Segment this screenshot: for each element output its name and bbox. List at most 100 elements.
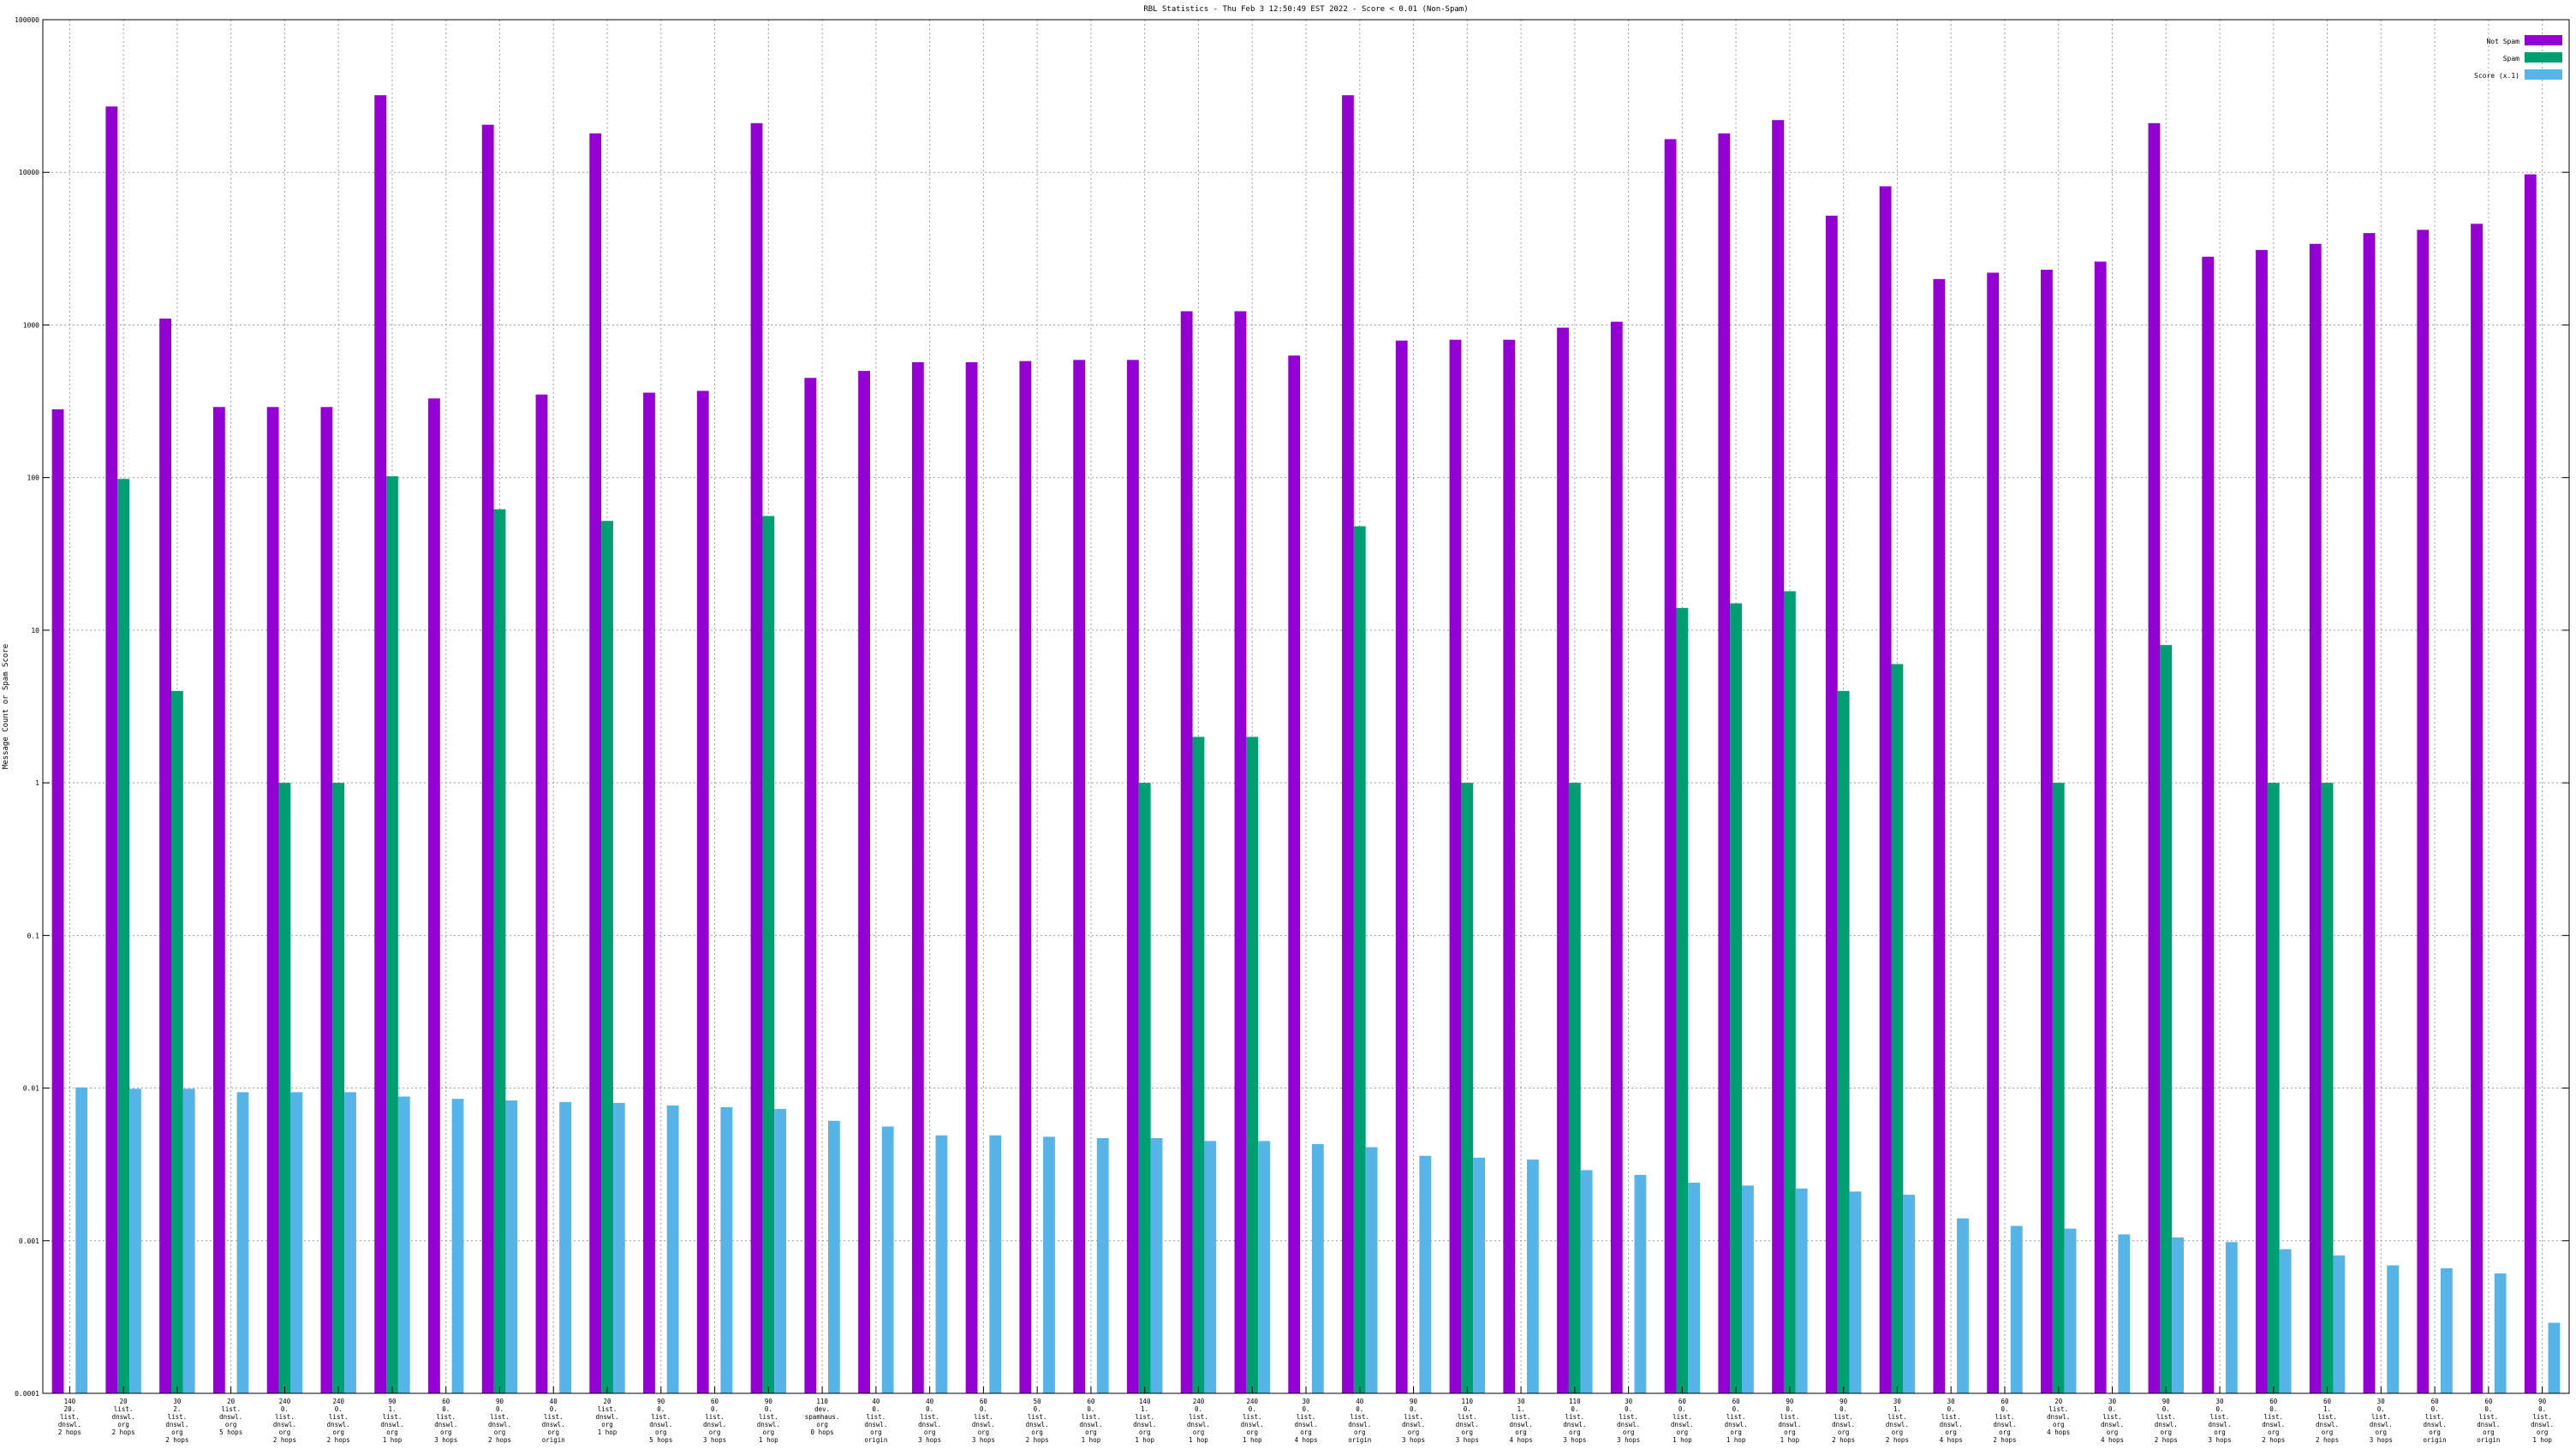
bar-not-spam	[2041, 269, 2053, 1393]
bar-not-spam	[911, 361, 924, 1393]
bar-not-spam	[51, 408, 64, 1394]
chart-title: RBL Statistics - Thu Feb 3 12:50:49 EST …	[1143, 5, 1468, 14]
bar-score-x-1	[1419, 1155, 1432, 1393]
x-tick-label: 90 0. list. dnswl. org 1 hop	[757, 1398, 780, 1444]
bar-not-spam	[1288, 355, 1301, 1393]
y-tick-label: 1000	[23, 321, 39, 329]
x-tick-label: 60 0. list. dnswl. org 3 hops	[972, 1398, 995, 1444]
axis-ticks: 0.0001 0.001 0.01 0.1 1 10 100 1000 10000 100000	[15, 16, 2569, 1398]
x-tick-label: 60 0. list. dnswl. org origin	[2424, 1398, 2447, 1444]
y-tick-label: 0.001	[19, 1237, 39, 1245]
bar-spam	[1138, 783, 1151, 1393]
bar-spam	[762, 516, 775, 1393]
x-tick-label: 40 0. list. dnswl. org origin	[1348, 1398, 1371, 1444]
bar-score-x-1	[1957, 1218, 1969, 1393]
bar-not-spam	[2256, 249, 2268, 1394]
bar-not-spam	[2309, 243, 2322, 1393]
bar-score-x-1	[666, 1105, 679, 1393]
x-tick-label: 60 0. list. dnswl. org 3 hops	[434, 1398, 457, 1444]
x-tick-label: 30 0. list. dnswl. org 4 hops	[1940, 1398, 1963, 1444]
bar-spam	[278, 783, 291, 1393]
bar-not-spam	[1879, 186, 1892, 1393]
bar-not-spam	[1503, 339, 1516, 1394]
bar-score-x-1	[1258, 1141, 1270, 1393]
bar-spam	[1568, 783, 1581, 1393]
bar-score-x-1	[1688, 1183, 1701, 1393]
bar-score-x-1	[612, 1102, 625, 1393]
bar-score-x-1	[2118, 1234, 2131, 1393]
bar-not-spam	[643, 392, 655, 1393]
bar-spam	[1783, 591, 1796, 1393]
x-tick-label: 90 1. list. dnswl. org 1 hop	[380, 1398, 403, 1444]
x-tick-label: 40 0. list. dnswl. org origin	[542, 1398, 565, 1444]
bar-not-spam	[965, 361, 978, 1393]
y-tick-label: 100	[27, 474, 40, 482]
x-tick-label: 30 0. list. dnswl. org 3 hops	[2208, 1398, 2231, 1444]
x-tick-label: 240 0. list. dnswl. org 1 hop	[1187, 1398, 1210, 1444]
bar-spam	[2267, 783, 2280, 1393]
x-tick-label: 40 0. list. dnswl. org 3 hops	[918, 1398, 941, 1444]
bar-score-x-1	[1096, 1137, 1109, 1393]
bar-not-spam	[266, 407, 279, 1393]
bar-not-spam	[105, 106, 118, 1393]
x-tick-label: 240 0. list. dnswl. org 2 hops	[327, 1398, 350, 1444]
legend-label: Score (x.1)	[2474, 72, 2519, 80]
bar-not-spam	[1126, 360, 1139, 1394]
x-tick-label: 30 1. list. dnswl. org 4 hops	[1510, 1398, 1533, 1444]
bar-not-spam	[1610, 321, 1623, 1394]
x-tick-label: 20 list. dnswl. org 2 hops	[112, 1398, 135, 1436]
bar-spam	[1461, 783, 1474, 1393]
x-axis-labels: 140 20. list. dnswl. 2 hops 20 list. dnswl. org 2…	[58, 1398, 2554, 1444]
bar-spam	[601, 521, 613, 1393]
bar-spam	[1891, 664, 1904, 1393]
bar-score-x-1	[935, 1135, 948, 1393]
bar-score-x-1	[75, 1087, 88, 1393]
bar-not-spam	[1825, 215, 1838, 1394]
x-tick-label: 30 0. list. dnswl. org 4 hops	[1294, 1398, 1317, 1444]
bar-score-x-1	[559, 1101, 571, 1393]
bar-not-spam	[1234, 311, 1247, 1393]
bar-not-spam	[481, 124, 494, 1393]
bar-score-x-1	[2387, 1265, 2400, 1393]
bar-score-x-1	[1742, 1185, 1754, 1393]
bar-not-spam	[1449, 339, 1462, 1394]
bar-score-x-1	[1365, 1147, 1378, 1393]
x-tick-label: 140 1. list. dnswl. org 1 hop	[1133, 1398, 1156, 1444]
bars	[51, 95, 2561, 1394]
y-tick-label: 1	[35, 779, 39, 787]
x-tick-label: 60 0. list. dnswl. org 1 hop	[1725, 1398, 1748, 1444]
x-tick-label: 90 0. list. dnswl. org 2 hops	[488, 1398, 511, 1444]
x-tick-label: 60 1. list. dnswl. org 2 hops	[2316, 1398, 2339, 1444]
bar-score-x-1	[129, 1088, 141, 1393]
bar-score-x-1	[1311, 1143, 1324, 1393]
x-tick-label: 90 0. list. dnswl. org 5 hops	[649, 1398, 672, 1444]
x-tick-label: 60 0. list. dnswl. org 2 hops	[1993, 1398, 2016, 1444]
bar-score-x-1	[2440, 1267, 2453, 1393]
bar-score-x-1	[1526, 1160, 1539, 1393]
x-tick-label: 140 20. list. dnswl. 2 hops	[58, 1398, 81, 1436]
y-tick-label: 0.0001	[15, 1390, 39, 1398]
bar-not-spam	[1933, 278, 1946, 1394]
bar-not-spam	[2417, 230, 2430, 1394]
x-tick-label: 240 0. list. dnswl. org 2 hops	[273, 1398, 296, 1444]
bar-score-x-1	[1204, 1141, 1217, 1393]
x-tick-label: 90 0. list. dnswl. org 2 hops	[2155, 1398, 2178, 1444]
bar-spam	[1730, 603, 1743, 1393]
bar-score-x-1	[989, 1135, 1002, 1393]
bar-not-spam	[2524, 174, 2537, 1393]
bar-score-x-1	[505, 1100, 518, 1393]
x-tick-label: 60 0. list. dnswl. org origin	[2477, 1398, 2500, 1444]
bar-not-spam	[535, 394, 548, 1393]
y-tick-label: 100000	[15, 16, 39, 24]
bar-spam	[1353, 526, 1366, 1393]
bar-spam	[2160, 645, 2173, 1393]
bar-spam	[1837, 690, 1850, 1393]
x-tick-label: 20 list. dnswl. org 4 hops	[2047, 1398, 2070, 1436]
bar-spam	[2321, 783, 2334, 1393]
bar-spam	[171, 690, 183, 1393]
bar-score-x-1	[881, 1126, 894, 1393]
bar-not-spam	[1342, 95, 1354, 1394]
bar-not-spam	[212, 407, 225, 1393]
bar-not-spam	[159, 319, 172, 1393]
bar-score-x-1	[1849, 1191, 1862, 1393]
